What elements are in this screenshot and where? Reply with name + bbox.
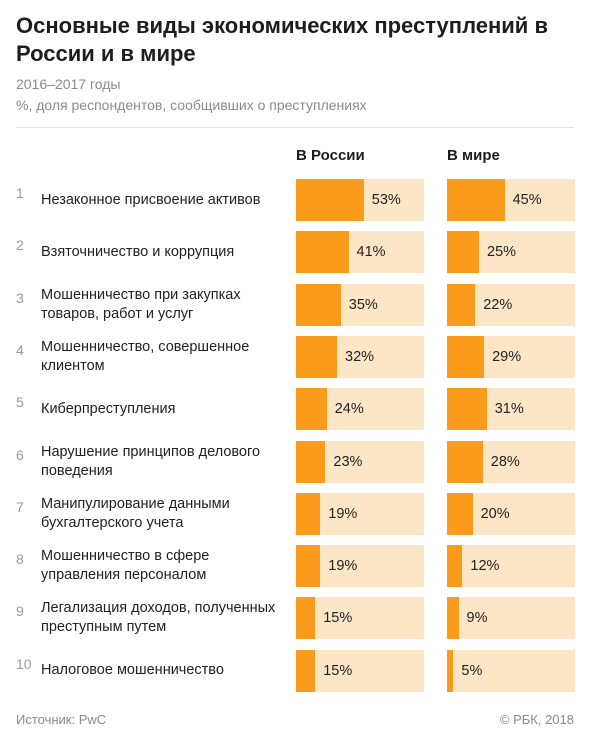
bar-russia [296,335,337,378]
chart-title: Основные виды экономических преступлений… [16,13,548,66]
value-label-russia: 19% [328,558,358,575]
bar-track-world: 31% [447,388,575,431]
bar-russia [296,231,349,274]
bar-track-russia: 41% [296,231,424,274]
category-label: Незаконное присвоение активов [41,191,261,208]
bar-russia [296,492,321,535]
bar-track-russia: 19% [296,492,424,535]
chart-row: 2 Взяточничество и коррупция 41% 25% [0,231,590,274]
bar-track-russia: 32% [296,335,424,378]
category-label: Налоговое мошенничество [41,662,224,679]
chart-row: 9 Легализация доходов, полученных преступ… [0,597,590,640]
row-number: 3 [16,289,24,306]
bar-track-world: 12% [447,545,575,588]
bar-track-world: 5% [447,649,575,692]
bar-track-world: 9% [447,597,575,640]
bar-track-world: 45% [447,179,575,221]
bar-russia [296,388,327,431]
category-label: Взяточничество и коррупция [41,243,235,260]
value-label-world: 31% [494,401,524,418]
value-label-world: 9% [466,610,488,627]
bar-track-russia: 53% [296,179,424,221]
bar-russia [296,597,316,640]
bar-track-world: 25% [447,231,575,274]
header-divider [16,127,574,128]
category-label: Нарушение принципов делового поведения [41,443,261,479]
bar-world [447,492,473,535]
bar-russia [296,545,321,588]
bar-world [447,545,463,588]
value-label-world: 25% [487,244,517,261]
row-number: 7 [16,498,24,515]
value-label-russia: 15% [323,610,353,627]
chart-row: 7 Манипулирование данными бухгалтерского … [0,492,590,535]
value-label-russia: 32% [345,348,375,365]
value-label-world: 29% [492,348,522,365]
bar-track-russia: 19% [296,545,424,588]
chart-subtitle-period: 2016–2017 годы [16,76,121,92]
bar-world [447,335,485,378]
value-label-world: 12% [470,558,500,575]
bar-track-russia: 24% [296,388,424,431]
chart-row: 3 Мошенничество при закупках товаров, раб… [0,283,590,326]
bar-world [447,440,483,483]
category-label: Легализация доходов, полученных преступн… [41,600,276,636]
category-label: Киберпреступления [41,400,176,417]
category-label: Мошенничество в сфере управления персона… [41,548,210,584]
category-label: Манипулирование данными бухгалтерского у… [41,495,230,531]
value-label-russia: 35% [348,296,378,313]
bar-world [447,231,479,274]
column-header-russia: В России [296,147,365,164]
value-label-world: 28% [490,453,520,470]
value-label-world: 5% [461,662,483,679]
chart-row: 1 Незаконное присвоение активов 53% 45% [0,179,590,221]
value-label-russia: 41% [356,244,386,261]
source-note: Источник: PwC [16,712,107,727]
bar-russia [296,283,341,326]
bar-track-world: 22% [447,283,575,326]
bar-track-world: 20% [447,492,575,535]
value-label-world: 22% [483,296,513,313]
bar-world [447,283,476,326]
bar-world [447,179,505,221]
row-number: 9 [16,603,24,620]
bar-russia [296,649,316,692]
copyright-note: © РБК, 2018 [499,712,574,727]
chart-row: 10 Налоговое мошенничество 15% 5% [0,649,590,692]
chart-row: 8 Мошенничество в сфере управления персон… [0,545,590,588]
row-number: 2 [16,237,24,254]
row-number: 6 [16,446,24,463]
row-number: 4 [16,341,24,358]
value-label-russia: 23% [333,453,363,470]
category-label: Мошенничество при закупках товаров, рабо… [41,286,241,322]
bar-track-world: 28% [447,440,575,483]
row-number: 8 [16,551,24,568]
chart-row: 6 Нарушение принципов делового поведения 2… [0,440,590,483]
chart-subtitle-unit: %, доля респондентов, сообщивших о прест… [16,97,367,113]
row-number: 1 [16,185,24,201]
chart-row: 4 Мошенничество, совершенное клиентом 32% 2… [0,335,590,378]
bar-world [447,597,459,640]
bar-world [447,649,454,692]
bar-track-russia: 15% [296,597,424,640]
value-label-russia: 53% [371,192,401,208]
value-label-world: 20% [480,505,510,522]
bar-russia [296,440,326,483]
chart-row: 5 Киберпреступления 24% 31% [0,388,590,431]
bar-track-russia: 23% [296,440,424,483]
column-header-world: В мире [447,147,500,164]
bar-russia [296,179,364,221]
row-number: 5 [16,394,24,411]
bar-track-russia: 15% [296,649,424,692]
row-number: 10 [16,655,32,672]
bar-track-russia: 35% [296,283,424,326]
value-label-russia: 24% [334,401,364,418]
category-label: Мошенничество, совершенное клиентом [41,338,250,374]
bar-track-world: 29% [447,335,575,378]
value-label-russia: 15% [323,662,353,679]
bar-world [447,388,487,431]
value-label-world: 45% [512,192,542,208]
value-label-russia: 19% [328,505,358,522]
